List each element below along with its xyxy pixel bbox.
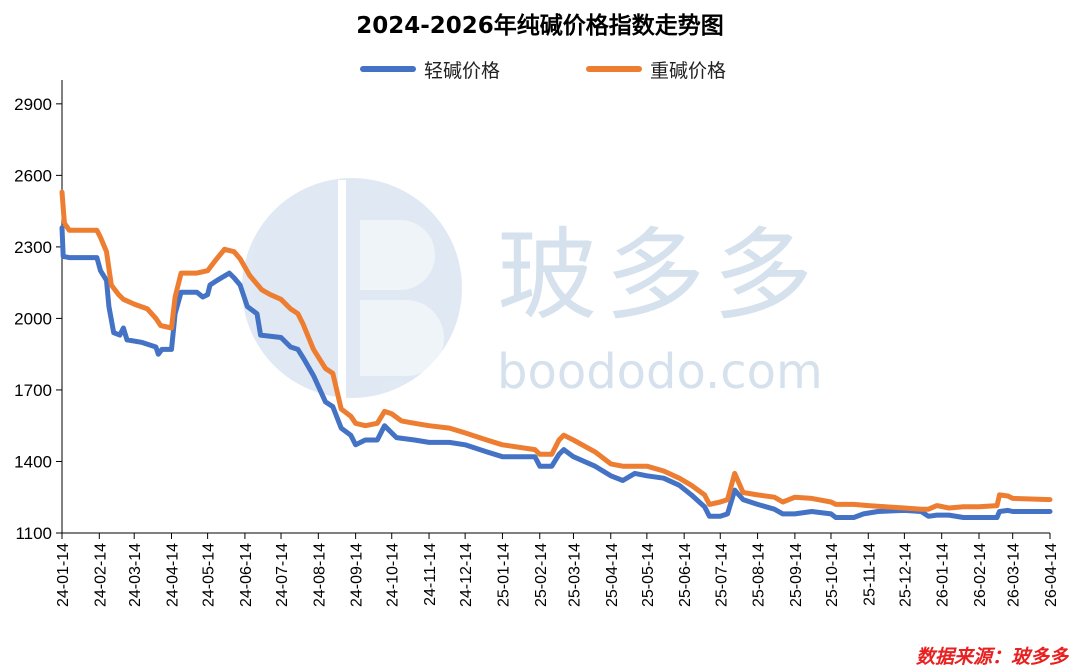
y-tick-label: 2600 bbox=[14, 166, 52, 185]
series-layer bbox=[59, 189, 1053, 520]
y-tick-label: 1400 bbox=[14, 452, 52, 471]
x-tick-label: 26-04-14 bbox=[1043, 543, 1060, 607]
y-tick-label: 2300 bbox=[14, 238, 52, 257]
x-tick-label: 25-09-14 bbox=[788, 543, 805, 607]
x-tick-label: 25-02-14 bbox=[533, 543, 550, 607]
series-line-light bbox=[59, 225, 1053, 520]
x-tick-label: 26-03-14 bbox=[1006, 543, 1023, 607]
x-tick-label: 24-02-14 bbox=[92, 543, 109, 607]
legend-item-heavy: 重碱价格 bbox=[586, 56, 726, 82]
x-tick-label: 25-07-14 bbox=[713, 543, 730, 607]
legend-label-light: 轻碱价格 bbox=[424, 59, 501, 82]
x-tick-label: 24-10-14 bbox=[385, 543, 402, 607]
x-tick-label: 26-01-14 bbox=[935, 543, 952, 607]
x-tick-label: 24-03-14 bbox=[127, 543, 144, 607]
y-tick-label: 1700 bbox=[14, 381, 52, 400]
x-tick-label: 25-05-14 bbox=[640, 543, 657, 607]
x-tick-label: 24-01-14 bbox=[55, 543, 72, 607]
x-tick-label: 25-03-14 bbox=[566, 543, 583, 607]
x-tick-label: 24-11-14 bbox=[422, 543, 439, 606]
y-tick-label: 1100 bbox=[15, 524, 52, 543]
y-tick-label: 2900 bbox=[14, 95, 52, 114]
x-tick-label: 25-04-14 bbox=[604, 543, 621, 607]
legend-swatch-light bbox=[360, 66, 416, 72]
x-tick-label: 24-04-14 bbox=[165, 543, 182, 607]
x-tick-label: 24-05-14 bbox=[201, 543, 218, 607]
x-tick-label: 25-01-14 bbox=[495, 543, 512, 607]
watermark-logo bbox=[242, 178, 462, 400]
watermark-url: boododo.com bbox=[497, 344, 823, 400]
x-tick-label: 24-09-14 bbox=[349, 543, 366, 607]
watermark-brand: 玻多多 bbox=[497, 217, 821, 334]
x-tick-label: 24-08-14 bbox=[311, 543, 328, 607]
axes: 1100 1400 1700 2000 2300 2600 2900 24-01-14 24-0… bbox=[14, 80, 1060, 607]
legend-swatch-heavy bbox=[586, 66, 642, 72]
chart-title: 2024-2026年纯碱价格指数走势图 bbox=[356, 13, 724, 39]
y-tick-label: 2000 bbox=[14, 309, 52, 328]
legend-label-heavy: 重碱价格 bbox=[650, 59, 727, 82]
legend-item-light: 轻碱价格 bbox=[360, 56, 500, 82]
x-tick-label: 25-10-14 bbox=[824, 543, 841, 607]
series-line-heavy bbox=[59, 189, 1053, 512]
x-tick-label: 26-02-14 bbox=[972, 543, 989, 607]
x-tick-label: 24-07-14 bbox=[274, 543, 291, 607]
x-tick-label: 24-06-14 bbox=[238, 543, 255, 607]
x-tick-label: 24-12-14 bbox=[458, 543, 475, 607]
x-tick-label: 25-08-14 bbox=[751, 543, 768, 607]
x-tick-label: 25-12-14 bbox=[897, 543, 914, 607]
x-tick-label: 25-06-14 bbox=[677, 543, 694, 607]
data-source-note: 数据来源：玻多多 bbox=[915, 646, 1068, 668]
x-tick-label: 25-11-14 bbox=[861, 543, 878, 606]
